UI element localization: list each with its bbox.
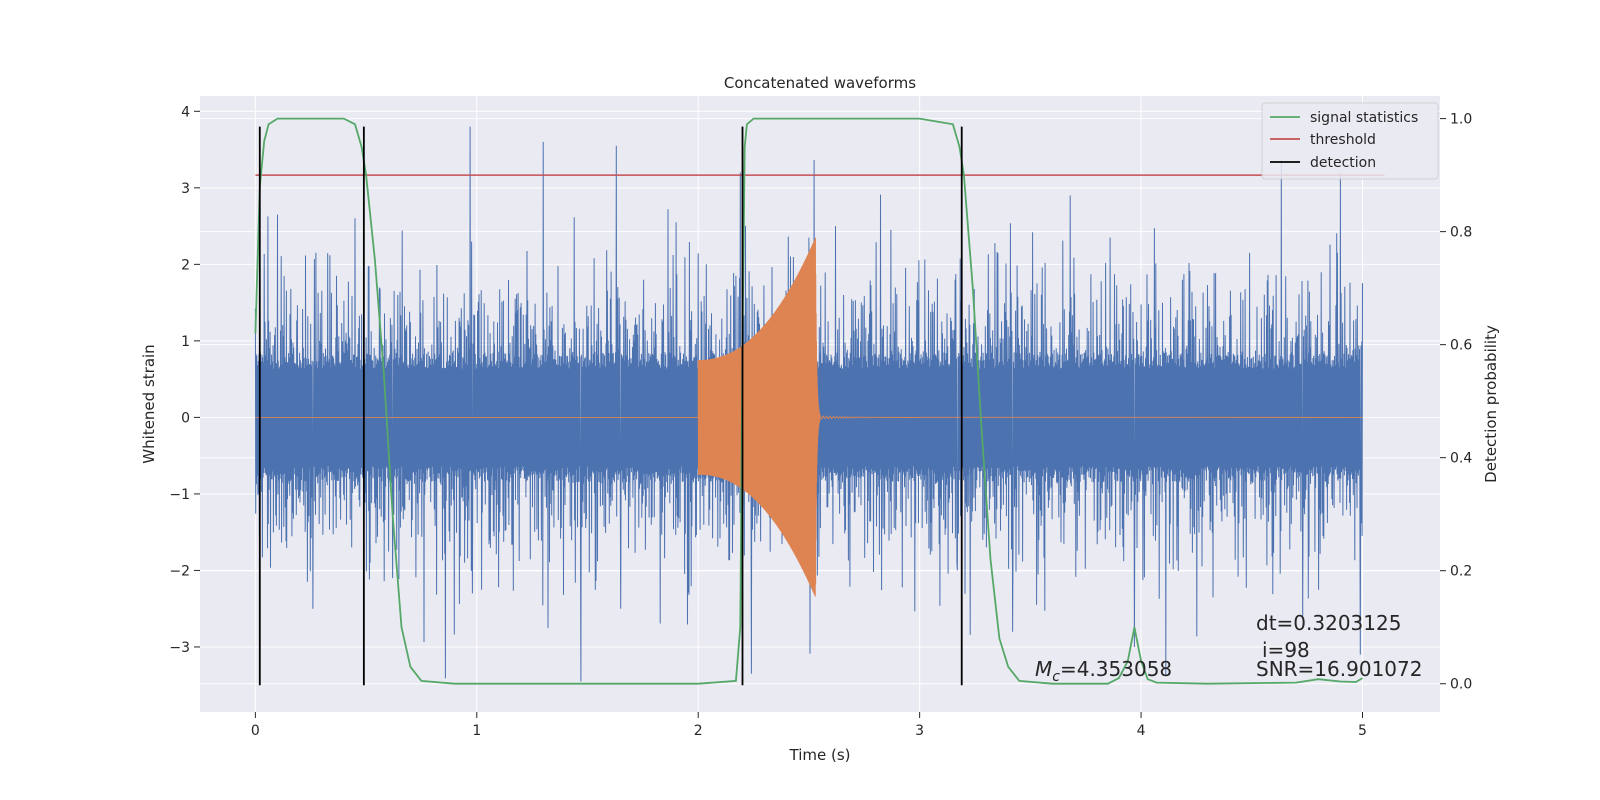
y-tick-label: 0 [181,410,190,426]
strain-series [254,126,1363,682]
whitened-strain-line [254,126,1363,682]
annotation-mc: Mc=4.353058 [1035,657,1172,685]
bottom-axis: 0 1 2 3 4 5 [251,712,1367,739]
y-tick-label: 3 [181,181,190,197]
legend-label-signal-statistics: signal statistics [1310,110,1418,126]
annotation-mc-symbol: M [1035,657,1052,681]
x-tick-label: 2 [694,723,703,739]
annotation-dt: dt=0.3203125 [1256,611,1401,635]
legend-label-threshold: threshold [1310,132,1376,148]
annotation-snr: SNR=16.901072 [1256,657,1422,681]
y2-tick-label: 0.2 [1450,564,1472,580]
annotation-mc-value: =4.353058 [1060,657,1172,681]
template-waveform-line [255,237,1363,597]
annotations: dt=0.3203125 i=98 SNR=16.901072 Mc=4.353… [1035,611,1422,685]
legend: signal statistics threshold detection [1261,102,1439,180]
annotation-mc-subscript: c [1052,669,1060,685]
y-tick-label: −1 [169,487,190,503]
y2-tick-label: 1.0 [1450,112,1472,128]
right-axis: 0.0 0.2 0.4 0.6 0.8 1.0 [1440,112,1472,693]
y-tick-label: 2 [181,257,190,273]
x-tick-label: 3 [915,723,924,739]
x-tick-label: 5 [1358,723,1367,739]
y-tick-label: 1 [181,334,190,350]
annotation-i: i=98 [1262,638,1310,662]
x-tick-label: 1 [472,723,481,739]
y2-axis-title: Detection probability [1482,325,1500,483]
template-series [255,237,1363,597]
y-tick-label: 4 [181,104,190,120]
legend-label-detection: detection [1310,155,1376,171]
detection-lines [258,126,963,686]
y2-tick-label: 0.4 [1450,451,1472,467]
x-axis-title: Time (s) [789,746,851,764]
x-tick-label: 0 [251,723,260,739]
y-axis-title: Whitened strain [140,344,158,463]
y-tick-label: −3 [169,640,190,656]
y2-tick-label: 0.6 [1450,338,1472,354]
y-tick-label: −2 [169,563,190,579]
y2-tick-label: 0.0 [1450,677,1472,693]
y2-tick-label: 0.8 [1450,225,1472,241]
left-axis: −3 −2 −1 0 1 2 3 4 [169,104,200,656]
chart-title: Concatenated waveforms [724,74,916,92]
legend-box [1261,102,1439,180]
x-tick-label: 4 [1137,723,1146,739]
